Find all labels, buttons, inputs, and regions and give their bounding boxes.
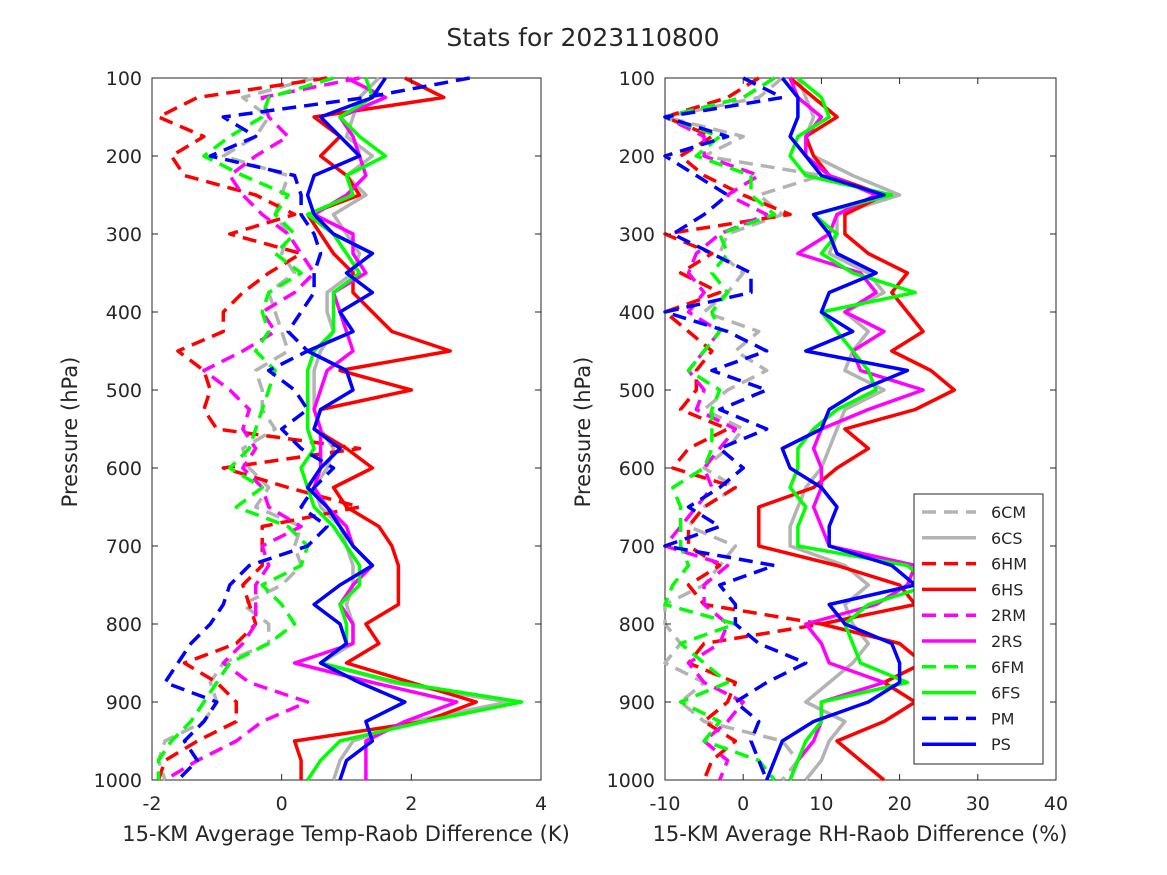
- legend-label-pm: PM: [991, 709, 1014, 728]
- rh-series-ps: [765, 76, 917, 781]
- temp-x-axis-label: 15-KM Avgerage Temp-Raob Difference (K): [122, 822, 570, 846]
- temp-series-group: [156, 76, 524, 782]
- legend-label-6hm: 6HM: [991, 555, 1027, 574]
- legend-items: 6CM 6CS 6HM 6HS 2RM 2RS 6FM 6FS PM PS: [922, 503, 1027, 754]
- rh-y-tick-label: 200: [619, 146, 655, 168]
- legend-label-2rs: 2RS: [991, 632, 1022, 651]
- temp-y-tick-label: 800: [106, 614, 142, 636]
- rh-x-tick-label: -10: [649, 793, 680, 815]
- temp-panel: -2 0 2 4 100 200 300 400 500 600 700 800 900 1000 15-…: [58, 68, 570, 846]
- temp-series-6fm: [156, 76, 335, 780]
- rh-axes: -10 0 10 20 30 40 100 200 300 400 500 600 700 800 900 1…: [607, 68, 1068, 815]
- temp-x-tick-label: -2: [143, 793, 162, 815]
- legend-label-6cm: 6CM: [991, 503, 1026, 522]
- rh-y-tick-label: 1000: [607, 770, 655, 792]
- temp-x-tick-label: 4: [535, 793, 547, 815]
- temp-y-tick-label: 300: [106, 224, 142, 246]
- rh-x-tick-label: 0: [737, 793, 749, 815]
- rh-y-tick-label: 100: [619, 68, 655, 90]
- rh-series-6cm: [663, 76, 824, 782]
- temp-series-pm: [163, 76, 471, 782]
- temp-y-tick-label: 600: [106, 458, 142, 480]
- temp-series-2rs: [292, 76, 459, 780]
- rh-series-6fm: [663, 76, 777, 782]
- temp-y-tick-label: 200: [106, 146, 142, 168]
- temp-x-tick-label: 0: [276, 793, 288, 815]
- rh-series-2rm: [663, 76, 776, 781]
- rh-series-6fs: [788, 76, 933, 781]
- rh-y-tick-label: 300: [619, 224, 655, 246]
- legend-box: [913, 493, 1044, 765]
- rh-x-tick-label: 30: [966, 793, 990, 815]
- figure-title: Stats for 2023110800: [446, 23, 719, 52]
- temp-y-tick-label: 100: [106, 68, 142, 90]
- legend-label-6hs: 6HS: [991, 580, 1023, 599]
- rh-y-tick-label: 600: [619, 458, 655, 480]
- temp-y-tick-label: 700: [106, 536, 142, 558]
- rh-series-pm: [663, 76, 808, 781]
- rh-y-tick-label: 800: [619, 614, 655, 636]
- temp-axes: -2 0 2 4 100 200 300 400 500 600 700 800 900 1000: [94, 68, 547, 815]
- rh-x-tick-label: 10: [809, 793, 833, 815]
- temp-series-6hm: [156, 76, 362, 781]
- rh-series-6cs: [788, 77, 902, 782]
- rh-y-tick-label: 700: [619, 536, 655, 558]
- legend-label-6fs: 6FS: [991, 684, 1020, 703]
- rh-series-group: [663, 76, 957, 782]
- legend-label-2rm: 2RM: [991, 606, 1026, 625]
- rh-x-tick-label: 40: [1044, 793, 1068, 815]
- legend-label-ps: PS: [991, 735, 1011, 754]
- rh-x-axis-label: 15-KM Average RH-Raob Difference (%): [653, 822, 1068, 846]
- temp-series-ps: [305, 77, 407, 781]
- temp-series-2rm: [164, 76, 360, 782]
- temp-y-tick-label: 900: [106, 692, 142, 714]
- rh-y-tick-label: 400: [619, 302, 655, 324]
- temp-y-axis-label: Pressure (hPa): [58, 357, 82, 508]
- rh-y-axis-label: Pressure (hPa): [571, 357, 595, 508]
- rh-x-tick-label: 20: [888, 793, 912, 815]
- temp-y-tick-label: 1000: [94, 770, 142, 792]
- rh-y-tick-label: 900: [619, 692, 655, 714]
- temp-y-tick-label: 500: [106, 380, 142, 402]
- legend: 6CM 6CS 6HM 6HS 2RM 2RS 6FM 6FS PM PS: [913, 493, 1044, 765]
- rh-y-tick-label: 500: [619, 380, 655, 402]
- legend-label-6cs: 6CS: [991, 529, 1023, 548]
- temp-x-tick-label: 2: [405, 793, 417, 815]
- legend-label-6fm: 6FM: [991, 658, 1024, 677]
- temp-y-tick-label: 400: [106, 302, 142, 324]
